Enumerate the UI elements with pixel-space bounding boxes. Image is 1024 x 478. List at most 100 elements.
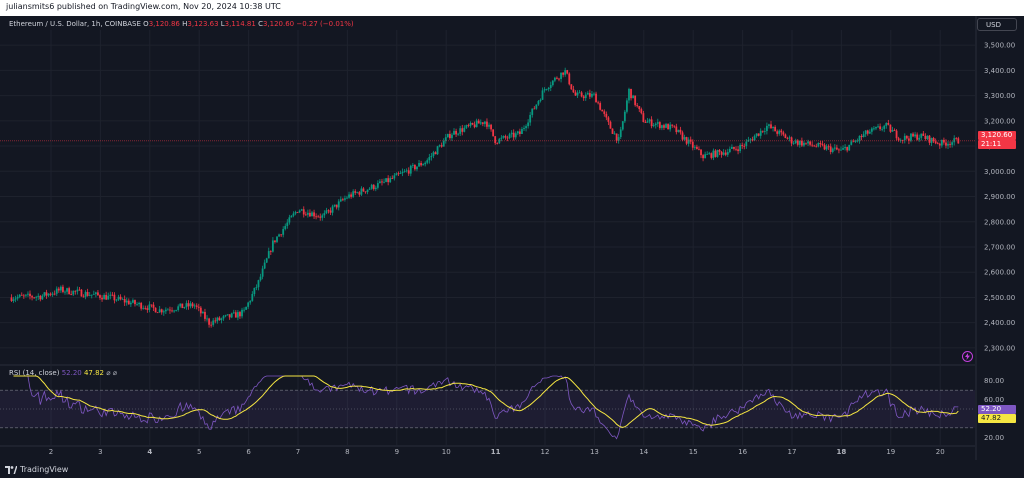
low-value: 3,114.81 (224, 20, 256, 28)
time-tick-label: 16 (738, 448, 747, 456)
candle-body (953, 138, 956, 143)
candle-body (152, 304, 155, 308)
candle-body (947, 143, 949, 146)
candle-body (123, 299, 126, 303)
attribution-bar: juliansmits6 published on TradingView.co… (0, 0, 1024, 16)
candle-body (733, 146, 735, 149)
candle-body (269, 251, 272, 252)
candle-body (362, 188, 365, 192)
lightning-icon[interactable] (962, 351, 973, 362)
candle-body (105, 294, 108, 300)
candle-body (757, 133, 760, 136)
candle-body (879, 126, 881, 130)
candle-body (741, 144, 744, 146)
candle-body (335, 204, 338, 208)
candle-body (239, 312, 241, 317)
candle-body (556, 77, 558, 79)
candle-body (370, 184, 373, 189)
candle-body (358, 192, 361, 195)
candle-body (202, 311, 204, 314)
change-value: −0.27 (−0.01%) (296, 20, 354, 28)
candle-body (80, 289, 83, 297)
price-tick-label: 3,200.00 (984, 117, 1015, 125)
candle-body (803, 142, 805, 146)
candle-body (572, 89, 575, 93)
candle-body (92, 293, 95, 295)
candle-body (206, 318, 208, 320)
candle-body (24, 294, 27, 296)
candle-body (463, 127, 466, 132)
candle-body (815, 146, 818, 148)
candle-body (18, 294, 21, 297)
candle-body (389, 178, 392, 183)
time-tick-label: 14 (639, 448, 648, 456)
candle-body (566, 70, 569, 74)
rsi-tick-label: 60.00 (984, 396, 1004, 404)
candle-body (621, 121, 624, 130)
candle-body (763, 130, 766, 132)
candle-body (648, 119, 651, 122)
candle-body (761, 130, 764, 132)
candle-body (868, 131, 871, 134)
candle-body (943, 139, 945, 143)
candle-body (160, 309, 163, 313)
candle-body (630, 88, 632, 99)
candle-body (148, 304, 151, 310)
candle-body (440, 145, 443, 147)
candle-body (889, 124, 892, 132)
candle-body (212, 320, 215, 325)
candle-body (813, 145, 816, 147)
candle-body (930, 137, 933, 143)
candle-body (916, 134, 919, 140)
rsi-label[interactable]: RSI (14, close) (9, 369, 60, 377)
candle-body (716, 149, 719, 157)
currency-button[interactable]: USD (977, 18, 1017, 31)
candle-body (70, 294, 73, 295)
candle-body (185, 303, 188, 308)
candle-body (901, 139, 904, 141)
rsi-ma-line (13, 375, 959, 428)
candle-body (216, 317, 219, 322)
candle-body (471, 122, 474, 125)
candle-body (924, 135, 927, 139)
candle-body (693, 146, 696, 148)
tradingview-logo-icon[interactable] (5, 466, 17, 474)
candle-body (35, 296, 38, 298)
candle-body (267, 251, 270, 259)
candle-body (848, 144, 851, 151)
symbol-label[interactable]: Ethereum / U.S. Dollar, 1h, COINBASE (9, 20, 141, 28)
rsi-settings-icons[interactable]: ⌀ ⌀ (106, 369, 117, 377)
time-tick-label: 19 (886, 448, 895, 456)
candle-body (881, 128, 884, 130)
candle-body (302, 209, 305, 215)
candle-body (411, 165, 414, 166)
price-tick-label: 3,400.00 (984, 67, 1015, 75)
candle-body (136, 304, 138, 305)
candle-body (792, 143, 795, 144)
candle-body (210, 324, 213, 326)
candle-body (912, 133, 914, 137)
candle-body (636, 105, 639, 107)
candle-body (298, 210, 301, 213)
candle-body (181, 303, 184, 309)
candle-body (379, 181, 381, 184)
candle-body (564, 70, 567, 75)
candle-body (469, 122, 472, 126)
open-label: O (143, 20, 149, 28)
candle-body (381, 181, 383, 183)
footer-brand[interactable]: TradingView (20, 465, 69, 474)
candle-body (852, 141, 855, 143)
rsi-value: 52.20 (61, 369, 82, 377)
candle-body (234, 312, 237, 318)
candle-body (951, 142, 954, 145)
candle-body (521, 129, 523, 134)
candle-body (551, 80, 554, 86)
candle-body (218, 317, 221, 321)
candle-body (749, 139, 752, 141)
candle-body (29, 293, 31, 297)
candle-body (586, 93, 589, 95)
time-tick-label: 2 (49, 448, 53, 456)
candle-body (784, 134, 787, 139)
